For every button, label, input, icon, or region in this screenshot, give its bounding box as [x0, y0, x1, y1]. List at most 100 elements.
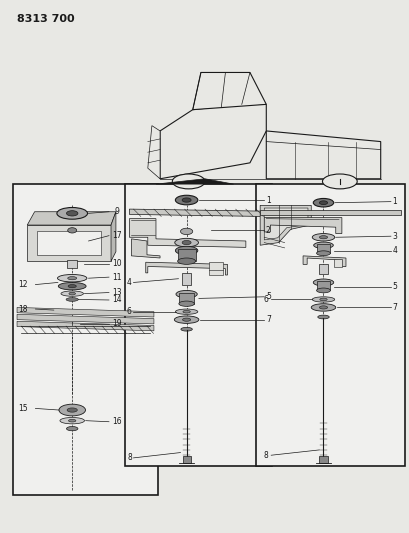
Ellipse shape [66, 211, 78, 216]
Polygon shape [27, 225, 111, 261]
Text: 5: 5 [391, 282, 396, 291]
Bar [319, 264, 327, 274]
Text: 15: 15 [18, 404, 28, 413]
Text: 8: 8 [263, 451, 268, 460]
Ellipse shape [175, 290, 197, 298]
Ellipse shape [57, 207, 87, 219]
Text: 2: 2 [265, 226, 270, 235]
Polygon shape [131, 239, 160, 258]
Bar [256, 184, 404, 466]
Ellipse shape [182, 198, 191, 202]
Bar [182, 456, 190, 463]
Bar [13, 184, 157, 495]
Text: 12: 12 [18, 280, 28, 289]
Bar [67, 260, 77, 268]
Polygon shape [302, 256, 345, 266]
Ellipse shape [175, 309, 198, 314]
Polygon shape [155, 179, 233, 184]
Polygon shape [129, 209, 267, 216]
Ellipse shape [312, 279, 333, 286]
Bar [209, 262, 223, 275]
Bar [177, 249, 195, 261]
Ellipse shape [319, 306, 327, 309]
Text: 13: 13 [112, 288, 121, 297]
Polygon shape [265, 131, 380, 179]
Polygon shape [264, 217, 341, 233]
Ellipse shape [326, 177, 352, 188]
Ellipse shape [180, 327, 192, 331]
Polygon shape [37, 231, 101, 255]
Ellipse shape [68, 285, 76, 288]
Ellipse shape [174, 316, 198, 324]
Polygon shape [111, 212, 116, 261]
Bar [125, 184, 272, 466]
Ellipse shape [69, 292, 75, 295]
Ellipse shape [312, 198, 333, 207]
Ellipse shape [68, 419, 76, 422]
Polygon shape [260, 205, 310, 245]
Ellipse shape [66, 426, 78, 431]
Text: 8313 700: 8313 700 [17, 14, 74, 24]
Ellipse shape [60, 417, 84, 424]
Polygon shape [147, 126, 160, 179]
Ellipse shape [175, 246, 198, 255]
Bar [178, 293, 194, 304]
Ellipse shape [319, 236, 327, 239]
Text: 7: 7 [391, 303, 396, 312]
Text: 7: 7 [265, 315, 270, 324]
Ellipse shape [322, 174, 356, 189]
Ellipse shape [61, 291, 83, 296]
Text: 6: 6 [263, 295, 268, 304]
Polygon shape [260, 210, 400, 215]
Polygon shape [145, 262, 227, 275]
Text: 4: 4 [391, 246, 396, 255]
Ellipse shape [316, 288, 330, 293]
Text: 5: 5 [265, 292, 270, 301]
Polygon shape [264, 208, 307, 240]
Ellipse shape [175, 195, 198, 205]
Text: 10: 10 [112, 260, 121, 268]
Polygon shape [17, 314, 153, 324]
Text: 14: 14 [112, 295, 121, 304]
Text: 3: 3 [391, 232, 396, 241]
Ellipse shape [312, 297, 334, 302]
Ellipse shape [310, 304, 335, 311]
Ellipse shape [319, 298, 326, 301]
Bar [316, 244, 330, 253]
Ellipse shape [316, 251, 330, 256]
Ellipse shape [182, 318, 190, 321]
Bar [182, 273, 191, 285]
Text: 6: 6 [127, 307, 132, 316]
Ellipse shape [312, 233, 334, 241]
Text: 1: 1 [392, 197, 396, 206]
Ellipse shape [178, 301, 194, 306]
Text: 1: 1 [265, 196, 270, 205]
Ellipse shape [57, 274, 87, 282]
Polygon shape [192, 72, 265, 110]
Ellipse shape [176, 177, 200, 188]
Bar [319, 456, 327, 463]
Polygon shape [160, 104, 265, 179]
Ellipse shape [67, 277, 76, 280]
Ellipse shape [180, 228, 192, 235]
Text: 8: 8 [127, 454, 131, 463]
Text: 11: 11 [112, 273, 121, 281]
Bar [316, 281, 330, 290]
Ellipse shape [182, 310, 190, 313]
Text: 17: 17 [112, 231, 121, 240]
Ellipse shape [59, 404, 85, 416]
Text: 9: 9 [115, 207, 119, 216]
Ellipse shape [177, 258, 195, 264]
Text: 4: 4 [127, 278, 132, 287]
Ellipse shape [317, 315, 328, 319]
Ellipse shape [172, 174, 204, 189]
Ellipse shape [319, 201, 327, 205]
Ellipse shape [58, 282, 86, 290]
Text: 18: 18 [18, 304, 28, 313]
Polygon shape [17, 308, 153, 317]
Polygon shape [27, 212, 116, 225]
Ellipse shape [182, 240, 191, 245]
Polygon shape [17, 321, 153, 331]
Bar [333, 259, 342, 266]
Ellipse shape [66, 297, 78, 301]
